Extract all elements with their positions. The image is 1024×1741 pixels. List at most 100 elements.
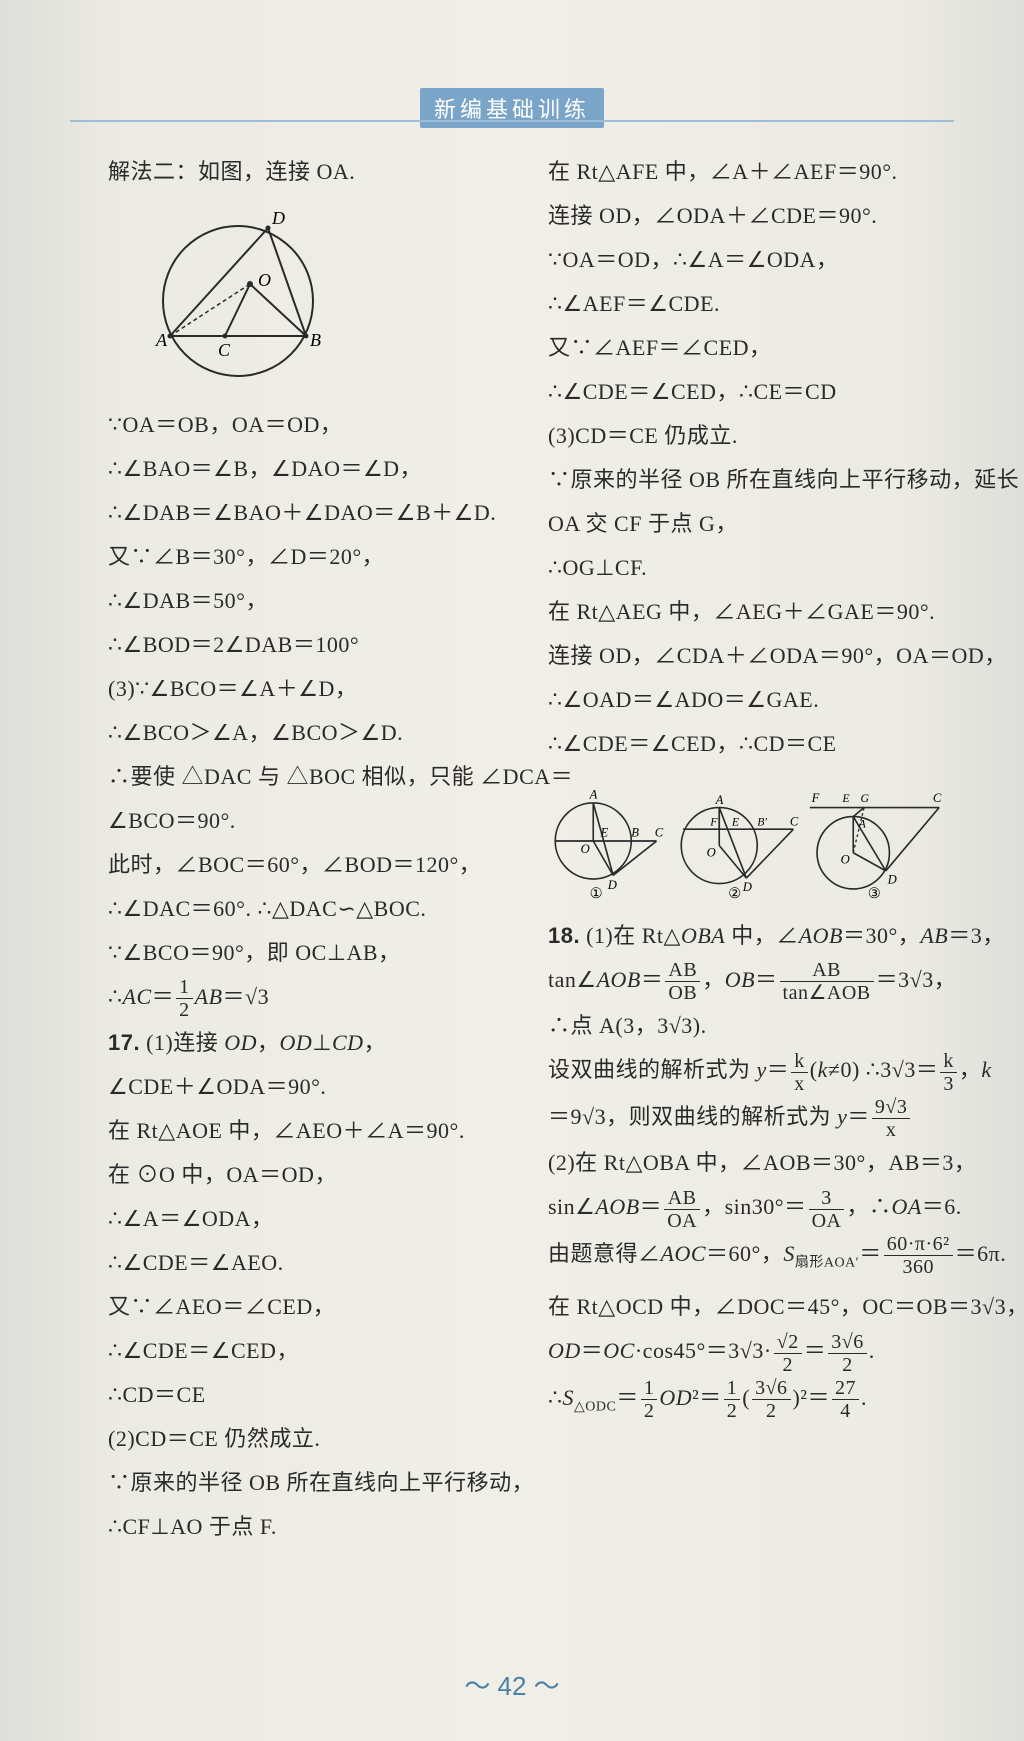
- text-line: ∵原来的半径 OB 所在直线向上平行移动，: [108, 1461, 504, 1505]
- svg-text:C: C: [655, 825, 664, 839]
- frac-num: 60·π·6²: [884, 1233, 953, 1256]
- text-line: ∴∠BOD＝2∠DAB＝100°: [108, 623, 504, 667]
- text-line: ∴∠CDE＝∠AEO.: [108, 1241, 504, 1285]
- frac-den: 360: [884, 1256, 953, 1278]
- text-line: ∴∠CDE＝∠CED，∴CE＝CD: [548, 370, 944, 414]
- frac-den: 3: [940, 1073, 957, 1095]
- svg-text:F: F: [709, 816, 718, 829]
- text-line: ∴∠AEF＝∠CDE.: [548, 282, 944, 326]
- frac-den: 4: [832, 1400, 859, 1422]
- label-o: O: [258, 270, 271, 290]
- text-line: 又∵∠B＝30°，∠D＝20°，: [108, 535, 504, 579]
- columns: 解法二：如图，连接 OA.: [90, 150, 954, 1640]
- svg-text:A: A: [714, 793, 723, 807]
- text-line: 又∵∠AEO＝∠CED，: [108, 1285, 504, 1329]
- frac-num: k: [940, 1050, 957, 1073]
- text-line: tan∠AOB＝ABOB，OB＝ABtan∠AOB＝3√3，: [548, 958, 944, 1004]
- text-line: ∴CD＝CE: [108, 1373, 504, 1417]
- text-line: ∴∠BCO＞∠A，∠BCO＞∠D.: [108, 711, 504, 755]
- text-line: ∴∠DAB＝∠BAO＋∠DAO＝∠B＋∠D.: [108, 491, 504, 535]
- svg-text:③: ③: [868, 886, 881, 902]
- frac-num: AB: [665, 959, 700, 982]
- frac-num: 27: [832, 1377, 859, 1400]
- frac-num: 3√6: [752, 1377, 790, 1400]
- text-line: ∵OA＝OB，OA＝OD，: [108, 403, 504, 447]
- text-line: 在 Rt△AFE 中，∠A＋∠AEF＝90°.: [548, 150, 944, 194]
- text-line: 在 Rt△AEG 中，∠AEG＋∠GAE＝90°.: [548, 590, 944, 634]
- text-line: ∵∠BCO＝90°，即 OC⊥AB，: [108, 931, 504, 975]
- svg-text:D: D: [607, 878, 617, 892]
- text-line: 在 Rt△OCD 中，∠DOC＝45°，OC＝OB＝3√3，∴: [548, 1285, 944, 1329]
- frac-num: 1: [641, 1377, 658, 1400]
- frac-den: OB: [665, 982, 700, 1004]
- frac-num: 1: [176, 976, 193, 999]
- text-line: 连接 OD，∠CDA＋∠ODA＝90°，OA＝OD，: [548, 634, 944, 678]
- svg-text:B′: B′: [757, 816, 767, 829]
- svg-text:E: E: [731, 816, 739, 829]
- text-line: 由题意得∠AOC＝60°，S扇形AOA′＝60·π·6²360＝6π.: [548, 1232, 944, 1285]
- text-line: 设双曲线的解析式为 y＝kx(k≠0) ∴3√3＝k3，k: [548, 1048, 944, 1094]
- text-line: sin∠AOB＝ABOA，sin30°＝3OA，∴OA＝6.: [548, 1185, 944, 1231]
- frac-num: 3√6: [828, 1331, 866, 1354]
- text-line: ∴AC＝12AB＝√3: [108, 975, 504, 1021]
- svg-text:O: O: [581, 842, 590, 856]
- diagram-circle-2: A O F E B′ C D ②: [674, 776, 801, 906]
- text-line: 18. (1)在 Rt△OBA 中，∠AOB＝30°，AB＝3，: [548, 914, 944, 958]
- text-line: 连接 OD，∠ODA＋∠CDE＝90°.: [548, 194, 944, 238]
- frac-den: OA: [809, 1210, 845, 1232]
- svg-text:O: O: [706, 845, 715, 859]
- svg-text:G: G: [861, 792, 870, 805]
- text-line: ∴要使 △DAC 与 △BOC 相似，只能 ∠DCA＝: [108, 755, 504, 799]
- circle-diagram-oabd: D O A C B: [138, 206, 504, 391]
- svg-text:E: E: [842, 792, 850, 805]
- text-line: ∴∠DAB＝50°，: [108, 579, 504, 623]
- text-line: 在 Rt△AOE 中，∠AEO＋∠A＝90°.: [108, 1109, 504, 1153]
- text-line: ∠BCO＝90°.: [108, 799, 504, 843]
- frac-den: OA: [664, 1210, 700, 1232]
- svg-text:D: D: [887, 873, 897, 887]
- left-column: 解法二：如图，连接 OA.: [90, 150, 522, 1640]
- frac-den: 2: [724, 1400, 741, 1422]
- frac-num: 3: [809, 1187, 845, 1210]
- diagram-circle-1: A O E B C D ①: [548, 776, 666, 906]
- text-line: ∴OG⊥CF.: [548, 546, 944, 590]
- text-line: ∴∠A＝∠ODA，: [108, 1197, 504, 1241]
- svg-text:②: ②: [728, 886, 741, 902]
- text-line: ∴∠DAC＝60°. ∴△DAC∽△BOC.: [108, 887, 504, 931]
- svg-text:C: C: [789, 815, 798, 829]
- svg-text:O: O: [841, 853, 850, 867]
- header-title: 新编基础训练: [420, 88, 604, 128]
- frac-num: k: [791, 1050, 808, 1073]
- svg-text:B: B: [631, 825, 639, 839]
- text-line: ∴∠BAO＝∠B，∠DAO＝∠D，: [108, 447, 504, 491]
- frac-num: 1: [724, 1377, 741, 1400]
- page-header: 新编基础训练: [0, 88, 1024, 128]
- text-line: (3)CD＝CE 仍成立.: [548, 414, 944, 458]
- text-line: ∴点 A(3，3√3).: [548, 1004, 944, 1048]
- text-line: 又∵∠AEF＝∠CED，: [548, 326, 944, 370]
- text-line: 17. (1)连接 OD，OD⊥CD，: [108, 1021, 504, 1065]
- frac-num: 9√3: [872, 1096, 910, 1119]
- text-line: ∵原来的半径 OB 所在直线向上平行移动，延长: [548, 458, 944, 502]
- text-line: OA 交 CF 于点 G，: [548, 502, 944, 546]
- text-line: OD＝OC·cos45°＝3√3·√22＝3√62.: [548, 1329, 944, 1375]
- frac-den: tan∠AOB: [780, 982, 874, 1004]
- diagram-circle-3: F E G A O C D ③: [808, 776, 944, 906]
- svg-text:①: ①: [590, 886, 603, 902]
- label-c: C: [218, 340, 231, 360]
- svg-text:D: D: [741, 880, 751, 894]
- svg-text:A: A: [589, 787, 598, 801]
- frac-den: x: [791, 1073, 808, 1095]
- svg-text:C: C: [933, 791, 942, 805]
- frac-num: AB: [664, 1187, 700, 1210]
- text-line: (3)∵∠BCO＝∠A＋∠D，: [108, 667, 504, 711]
- three-circle-diagrams: A O E B C D ① A O: [548, 776, 944, 906]
- label-d: D: [271, 208, 285, 228]
- frac-den: 2: [752, 1400, 790, 1422]
- svg-text:E: E: [599, 825, 608, 839]
- right-column: 在 Rt△AFE 中，∠A＋∠AEF＝90°. 连接 OD，∠ODA＋∠CDE＝…: [530, 150, 962, 1640]
- frac-den: 2: [641, 1400, 658, 1422]
- page-number: ～ 42 ～: [0, 1666, 1024, 1703]
- frac-num: AB: [780, 959, 874, 982]
- svg-text:F: F: [811, 791, 820, 805]
